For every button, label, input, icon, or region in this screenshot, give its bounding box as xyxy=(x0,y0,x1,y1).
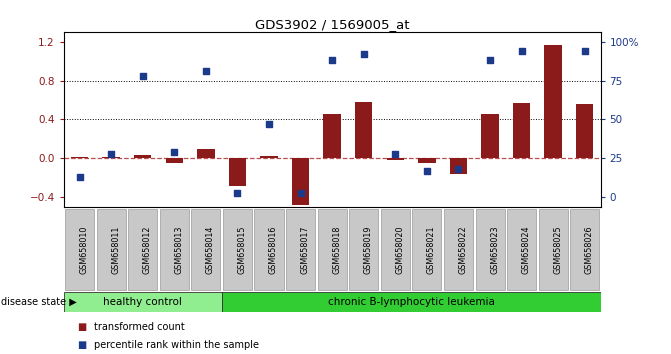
Bar xyxy=(418,159,435,163)
Point xyxy=(74,174,85,180)
Text: healthy control: healthy control xyxy=(103,297,182,307)
Point xyxy=(484,57,495,63)
Text: GSM658026: GSM658026 xyxy=(584,225,594,274)
FancyBboxPatch shape xyxy=(349,209,378,290)
Point xyxy=(169,149,180,155)
Point xyxy=(232,190,243,195)
Text: GSM658015: GSM658015 xyxy=(238,225,246,274)
Point xyxy=(106,151,117,156)
FancyBboxPatch shape xyxy=(413,209,442,290)
Text: GSM658017: GSM658017 xyxy=(301,225,309,274)
FancyBboxPatch shape xyxy=(65,209,94,290)
Bar xyxy=(134,155,152,159)
Text: GSM658020: GSM658020 xyxy=(395,225,405,274)
FancyBboxPatch shape xyxy=(254,209,284,290)
Bar xyxy=(450,159,467,174)
Text: disease state ▶: disease state ▶ xyxy=(1,297,76,307)
Text: GSM658021: GSM658021 xyxy=(427,225,436,274)
Text: GSM658012: GSM658012 xyxy=(143,225,152,274)
Text: chronic B-lymphocytic leukemia: chronic B-lymphocytic leukemia xyxy=(327,297,495,307)
Point xyxy=(264,121,274,127)
Point xyxy=(201,68,211,74)
Bar xyxy=(64,292,221,312)
Text: GSM658025: GSM658025 xyxy=(553,225,562,274)
Text: GSM658011: GSM658011 xyxy=(111,225,120,274)
Bar xyxy=(386,159,404,160)
FancyBboxPatch shape xyxy=(286,209,315,290)
Point xyxy=(421,168,432,174)
FancyBboxPatch shape xyxy=(476,209,505,290)
Text: GSM658014: GSM658014 xyxy=(206,225,215,274)
Text: GSM658010: GSM658010 xyxy=(80,225,89,274)
Bar xyxy=(166,159,183,163)
Bar xyxy=(197,149,215,159)
Text: GSM658013: GSM658013 xyxy=(174,225,183,274)
Text: GSM658016: GSM658016 xyxy=(269,225,278,274)
Point xyxy=(390,151,401,156)
Point xyxy=(327,57,338,63)
FancyBboxPatch shape xyxy=(444,209,473,290)
Bar xyxy=(576,104,593,159)
Bar xyxy=(229,159,246,186)
Point xyxy=(295,190,306,195)
FancyBboxPatch shape xyxy=(380,209,410,290)
Point xyxy=(579,48,590,54)
Text: GDS3902 / 1569005_at: GDS3902 / 1569005_at xyxy=(255,18,409,31)
Point xyxy=(358,51,369,57)
FancyBboxPatch shape xyxy=(223,209,252,290)
Point xyxy=(548,15,558,21)
FancyBboxPatch shape xyxy=(97,209,125,290)
Bar xyxy=(481,114,499,159)
FancyBboxPatch shape xyxy=(507,209,536,290)
Text: ■: ■ xyxy=(77,340,87,350)
Text: percentile rank within the sample: percentile rank within the sample xyxy=(94,340,259,350)
Point xyxy=(453,166,464,172)
Bar xyxy=(221,292,601,312)
Text: GSM658024: GSM658024 xyxy=(521,225,531,274)
Bar xyxy=(355,102,372,159)
Text: GSM658023: GSM658023 xyxy=(490,225,499,274)
FancyBboxPatch shape xyxy=(160,209,189,290)
FancyBboxPatch shape xyxy=(317,209,347,290)
FancyBboxPatch shape xyxy=(191,209,220,290)
Text: GSM658019: GSM658019 xyxy=(364,225,372,274)
Bar xyxy=(260,156,278,159)
FancyBboxPatch shape xyxy=(128,209,157,290)
Text: GSM658022: GSM658022 xyxy=(458,225,468,274)
Bar xyxy=(544,45,562,159)
Bar xyxy=(103,158,120,159)
Bar xyxy=(292,159,309,205)
Bar xyxy=(513,103,530,159)
Text: transformed count: transformed count xyxy=(94,322,185,332)
Text: ■: ■ xyxy=(77,322,87,332)
FancyBboxPatch shape xyxy=(570,209,599,290)
Bar xyxy=(71,158,88,159)
Point xyxy=(516,48,527,54)
FancyBboxPatch shape xyxy=(539,209,568,290)
Bar xyxy=(323,114,341,159)
Text: GSM658018: GSM658018 xyxy=(332,225,341,274)
Point xyxy=(138,73,148,79)
